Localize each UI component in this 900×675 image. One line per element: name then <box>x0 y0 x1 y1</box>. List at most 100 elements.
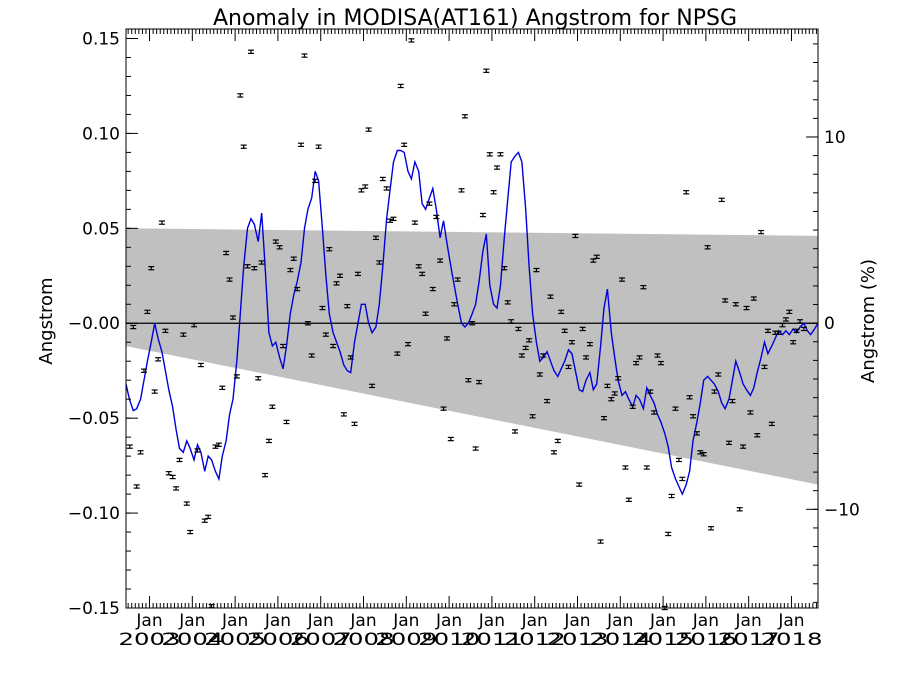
data-point <box>601 415 608 421</box>
data-point <box>647 389 654 394</box>
x-tick-label-year: 2015 <box>632 630 694 650</box>
data-point <box>340 412 347 417</box>
x-tick-label-year: 2009 <box>375 630 437 650</box>
data-point <box>330 343 337 349</box>
confidence-band <box>126 228 818 485</box>
data-point <box>336 273 343 278</box>
data-point <box>212 444 219 449</box>
data-point <box>255 376 262 381</box>
data-point <box>643 465 650 470</box>
x-tick-label-month: Jan <box>221 611 248 631</box>
data-point <box>732 302 739 307</box>
data-point <box>176 457 183 463</box>
data-point <box>483 68 490 73</box>
x-tick-label-month: Jan <box>178 611 205 631</box>
data-point <box>515 326 522 332</box>
data-point <box>155 357 162 362</box>
y-axis-left: 0.15 0.10 0.05 −0.00 −0.05 −0.10 −0.15 <box>68 29 138 619</box>
y-tick-label: −0.00 <box>68 314 120 334</box>
data-point <box>283 419 290 425</box>
data-point <box>383 186 390 191</box>
data-point <box>486 152 493 157</box>
data-point <box>793 328 800 334</box>
x-tick-label-month: Jan <box>606 611 633 631</box>
data-point <box>690 414 697 419</box>
data-point <box>490 190 497 195</box>
data-point <box>451 302 458 307</box>
data-point <box>593 254 600 260</box>
x-tick-label-month: Jan <box>649 611 676 631</box>
data-point <box>540 353 547 358</box>
data-point <box>668 493 675 499</box>
data-point <box>761 364 768 370</box>
data-point <box>387 218 394 223</box>
x-tick-label-year: 2006 <box>247 630 309 650</box>
y-tick-label: −0.10 <box>68 504 120 524</box>
data-point <box>240 144 247 149</box>
data-point <box>797 319 804 324</box>
data-point <box>611 391 618 396</box>
y-axis-right-label: Angstrom (%) <box>858 259 879 383</box>
data-point <box>561 328 568 334</box>
x-tick-label-year: 2016 <box>675 630 737 650</box>
data-point <box>775 330 782 335</box>
data-point <box>708 526 715 531</box>
data-point <box>405 341 412 347</box>
data-point <box>800 326 807 332</box>
x-tick-label-month: Jan <box>307 611 334 631</box>
data-point <box>512 429 519 434</box>
data-point <box>544 398 551 404</box>
data-point <box>379 176 386 182</box>
data-point <box>558 309 565 315</box>
data-point <box>419 271 426 277</box>
data-point <box>137 450 144 455</box>
data-point <box>768 421 775 427</box>
data-point <box>454 277 461 282</box>
data-point <box>533 267 540 273</box>
data-point <box>247 49 254 54</box>
data-point <box>729 398 736 404</box>
data-point <box>504 300 511 305</box>
data-point <box>633 360 640 366</box>
data-point <box>657 360 664 366</box>
data-point <box>144 309 151 315</box>
data-point <box>301 53 308 58</box>
data-point <box>697 450 704 455</box>
data-point <box>476 379 483 385</box>
data-point <box>223 250 230 256</box>
data-point <box>415 264 422 269</box>
data-point <box>312 178 319 184</box>
data-point <box>229 315 236 320</box>
data-point <box>440 406 447 411</box>
x-tick-label-month: Jan <box>521 611 548 631</box>
x-tick-label-year: 2017 <box>718 630 780 650</box>
data-point <box>443 336 450 341</box>
series-line <box>125 149 819 496</box>
x-tick-label-month: Jan <box>392 611 419 631</box>
data-point <box>750 296 757 301</box>
data-point <box>397 83 404 89</box>
data-point <box>754 433 761 438</box>
data-point <box>508 319 515 324</box>
data-point <box>354 271 361 277</box>
data-point <box>244 264 251 269</box>
y-right-tick-label: 10 <box>824 128 846 148</box>
data-point <box>133 484 140 489</box>
data-point <box>700 452 707 457</box>
data-point <box>376 260 383 265</box>
data-point <box>554 438 561 444</box>
x-tick-label-month: Jan <box>478 611 505 631</box>
data-point <box>576 482 583 487</box>
data-point <box>322 332 329 337</box>
line-layer <box>125 149 819 496</box>
data-point <box>640 284 647 290</box>
data-point <box>736 507 743 512</box>
data-point <box>180 332 187 337</box>
x-tick-label-year: 2004 <box>161 630 223 650</box>
data-point <box>497 152 504 157</box>
data-point <box>408 38 415 43</box>
data-point <box>226 277 233 282</box>
data-point <box>140 368 147 373</box>
data-point <box>494 165 501 170</box>
data-point <box>472 446 479 451</box>
